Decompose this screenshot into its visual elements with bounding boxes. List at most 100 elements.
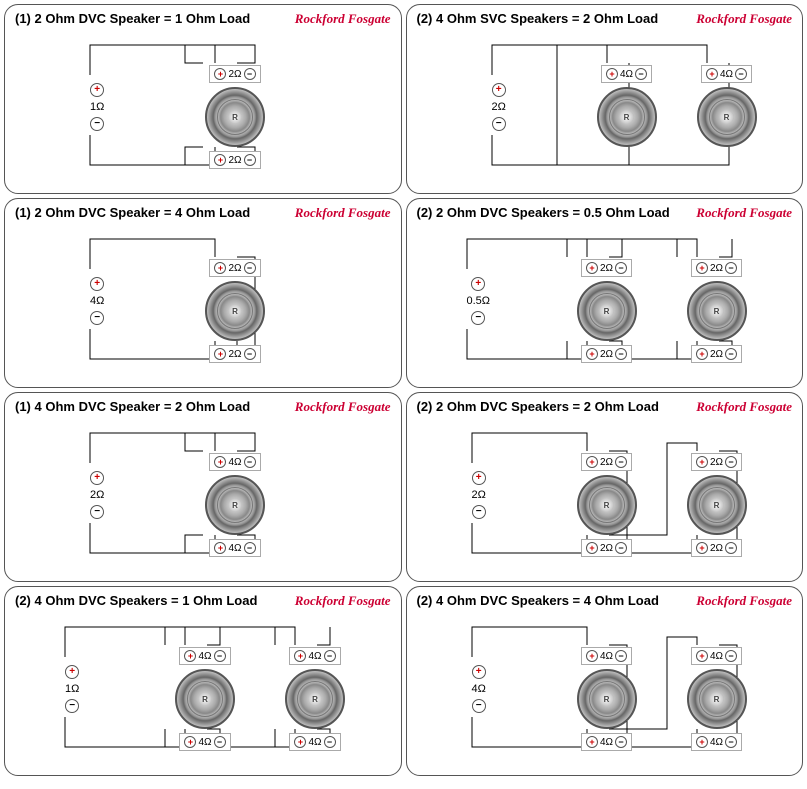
plus-terminal-icon: + xyxy=(586,542,598,554)
wiring-diagram-card: (2) 2 Ohm DVC Speakers = 0.5 Ohm LoadRoc… xyxy=(406,198,804,388)
wiring-lines xyxy=(5,199,401,387)
speaker-cone-icon: R xyxy=(205,87,265,147)
voice-coil-top: +4Ω− xyxy=(289,647,340,665)
speaker-cone-icon: R xyxy=(697,87,757,147)
plus-terminal-icon: + xyxy=(471,277,485,291)
speaker-logo-icon: R xyxy=(230,500,240,510)
amp-source: +2Ω− xyxy=(472,471,486,519)
voice-coil-bottom: +4Ω− xyxy=(209,539,260,557)
wiring-diagram-card: (2) 2 Ohm DVC Speakers = 2 Ohm LoadRockf… xyxy=(406,392,804,582)
voice-coil-top: +2Ω− xyxy=(209,65,260,83)
minus-terminal-icon: − xyxy=(244,262,256,274)
voice-coil-bottom: +2Ω− xyxy=(581,539,632,557)
load-ohm-label: 4Ω xyxy=(472,683,486,695)
speaker-cone-icon: R xyxy=(205,475,265,535)
minus-terminal-icon: − xyxy=(471,311,485,325)
plus-terminal-icon: + xyxy=(294,650,306,662)
voice-coil-top: +2Ω− xyxy=(581,259,632,277)
speaker-cone-icon: R xyxy=(597,87,657,147)
amp-source: +0.5Ω− xyxy=(467,277,491,325)
plus-terminal-icon: + xyxy=(65,665,79,679)
plus-terminal-icon: + xyxy=(472,471,486,485)
plus-terminal-icon: + xyxy=(586,262,598,274)
coil-ohm-label: 2Ω xyxy=(228,155,241,166)
wiring-lines xyxy=(5,5,401,193)
coil-ohm-label: 2Ω xyxy=(710,457,723,468)
minus-terminal-icon: − xyxy=(615,736,627,748)
load-ohm-label: 2Ω xyxy=(492,101,506,113)
speaker-assembly: +4Ω−R+4Ω− xyxy=(577,647,637,751)
minus-terminal-icon: − xyxy=(244,456,256,468)
coil-ohm-label: 4Ω xyxy=(308,737,321,748)
minus-terminal-icon: − xyxy=(244,68,256,80)
diagram-area: +1Ω−+2Ω−R+2Ω− xyxy=(5,5,401,193)
voice-coil-top: +2Ω− xyxy=(691,259,742,277)
minus-terminal-icon: − xyxy=(214,650,226,662)
diagram-area: +2Ω−+2Ω−R+2Ω−+2Ω−R+2Ω− xyxy=(407,393,803,581)
voice-coil-top: +2Ω− xyxy=(209,259,260,277)
load-ohm-label: 2Ω xyxy=(472,489,486,501)
coil-ohm-label: 2Ω xyxy=(600,263,613,274)
plus-terminal-icon: + xyxy=(696,650,708,662)
diagram-area: +1Ω−+4Ω−R+4Ω−+4Ω−R+4Ω− xyxy=(5,587,401,775)
plus-terminal-icon: + xyxy=(586,348,598,360)
speaker-logo-icon: R xyxy=(310,694,320,704)
speaker-cone-icon: R xyxy=(175,669,235,729)
speaker-cone-icon: R xyxy=(577,281,637,341)
amp-source: +4Ω − xyxy=(472,665,486,713)
voice-coil-bottom: +4Ω− xyxy=(289,733,340,751)
minus-terminal-icon: − xyxy=(615,262,627,274)
plus-terminal-icon: + xyxy=(472,665,486,679)
minus-terminal-icon: − xyxy=(615,456,627,468)
plus-terminal-icon: + xyxy=(184,650,196,662)
plus-terminal-icon: + xyxy=(214,348,226,360)
coil-ohm-label: 4Ω xyxy=(620,69,633,80)
minus-terminal-icon: − xyxy=(214,736,226,748)
plus-terminal-icon: + xyxy=(696,542,708,554)
diagram-area: +4Ω −+2Ω−R+2Ω− xyxy=(5,199,401,387)
voice-coil-top: +4Ω− xyxy=(179,647,230,665)
minus-terminal-icon: − xyxy=(615,348,627,360)
speaker-logo-icon: R xyxy=(712,306,722,316)
minus-terminal-icon: − xyxy=(244,348,256,360)
plus-terminal-icon: + xyxy=(214,262,226,274)
plus-terminal-icon: + xyxy=(214,68,226,80)
voice-coil-top: +2Ω− xyxy=(581,453,632,471)
speaker-assembly: +4Ω−R+4Ω− xyxy=(687,647,747,751)
plus-terminal-icon: + xyxy=(706,68,718,80)
plus-terminal-icon: + xyxy=(90,83,104,97)
plus-terminal-icon: + xyxy=(90,277,104,291)
diagram-area: +2Ω−+4Ω−R+4Ω−R xyxy=(407,5,803,193)
plus-terminal-icon: + xyxy=(696,348,708,360)
speaker-logo-icon: R xyxy=(712,694,722,704)
coil-ohm-label: 2Ω xyxy=(228,69,241,80)
diagram-area: +0.5Ω−+2Ω−R+2Ω−+2Ω−R+2Ω− xyxy=(407,199,803,387)
speaker-cone-icon: R xyxy=(687,475,747,535)
plus-terminal-icon: + xyxy=(90,471,104,485)
coil-ohm-label: 4Ω xyxy=(198,737,211,748)
load-ohm-label: 4Ω xyxy=(90,295,104,307)
voice-coil-bottom: +4Ω− xyxy=(581,733,632,751)
plus-terminal-icon: + xyxy=(606,68,618,80)
voice-coil-bottom: +4Ω− xyxy=(691,733,742,751)
coil-ohm-label: 2Ω xyxy=(710,263,723,274)
plus-terminal-icon: + xyxy=(696,262,708,274)
minus-terminal-icon: − xyxy=(635,68,647,80)
speaker-cone-icon: R xyxy=(577,475,637,535)
minus-terminal-icon: − xyxy=(492,117,506,131)
voice-coil-top: +4Ω− xyxy=(601,65,652,83)
voice-coil-bottom: +4Ω− xyxy=(179,733,230,751)
plus-terminal-icon: + xyxy=(214,542,226,554)
minus-terminal-icon: − xyxy=(472,699,486,713)
minus-terminal-icon: − xyxy=(725,262,737,274)
speaker-assembly: +2Ω−R+2Ω− xyxy=(205,259,265,363)
voice-coil-bottom: +2Ω− xyxy=(691,539,742,557)
wiring-diagram-card: (1) 2 Ohm DVC Speaker = 4 Ohm LoadRockfo… xyxy=(4,198,402,388)
diagram-area: +2Ω−+4Ω−R+4Ω− xyxy=(5,393,401,581)
plus-terminal-icon: + xyxy=(586,736,598,748)
speaker-assembly: +2Ω− R +2Ω− xyxy=(687,259,747,363)
minus-terminal-icon: − xyxy=(324,736,336,748)
plus-terminal-icon: + xyxy=(696,456,708,468)
minus-terminal-icon: − xyxy=(615,650,627,662)
amp-source: +2Ω− xyxy=(90,471,104,519)
